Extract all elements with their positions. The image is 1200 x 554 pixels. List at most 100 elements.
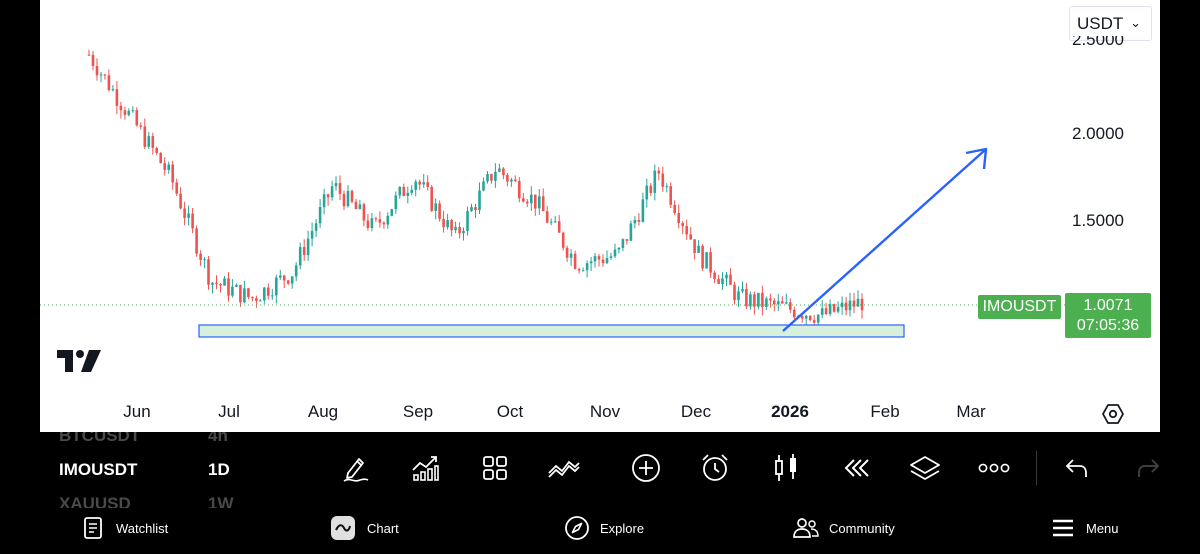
candle-body [581,270,585,272]
bar-countdown: 07:05:36 [1076,316,1140,334]
candle-body [514,179,517,182]
candle-body [398,187,402,196]
candle-body [458,227,461,234]
candle-body [828,304,832,314]
candles-icon[interactable] [768,450,804,486]
undo-icon[interactable] [1059,450,1095,486]
candle-body [414,181,417,190]
candle-body [569,253,573,258]
candle-body [502,168,505,176]
nav-label: Watchlist [116,520,169,536]
candle-body [677,213,680,223]
candle-body [370,218,374,228]
candle-body [394,195,398,210]
candle-body [159,152,162,164]
replay-icon[interactable] [837,450,873,486]
indicators-icon[interactable] [407,450,443,486]
candle-body [641,199,645,222]
candle-body [326,194,330,198]
candle-body [147,136,151,147]
community-icon [791,513,821,543]
candle-body [561,232,565,248]
candle-body [565,247,569,258]
candle-body [848,300,852,311]
candle-body [422,182,425,185]
nav-explore[interactable]: Explore [562,512,644,544]
more-icon[interactable] [976,450,1012,486]
nav-chart[interactable]: Chart [331,512,399,544]
compare-icon[interactable] [546,450,582,486]
candle-body [406,192,410,196]
price-chart[interactable] [40,0,1160,432]
candle-body [239,284,242,303]
time-axis-label: Jun [123,402,151,421]
candle-body [605,258,609,264]
candle-body [701,245,704,269]
symbol-price-tag: IMOUSDT [978,295,1061,319]
candle-body [820,308,824,315]
candle-body [470,207,473,212]
alarm-icon[interactable] [697,450,733,486]
chart-settings-icon[interactable] [1101,402,1125,426]
candle-body [645,185,649,200]
drawing-pen-icon[interactable] [337,450,373,486]
nav-menu[interactable]: Menu [1048,512,1119,544]
nav-watchlist[interactable]: Watchlist [78,512,168,544]
trend-arrow[interactable] [782,147,988,332]
candle-body [769,298,772,301]
candle-body [203,259,206,261]
candle-body [585,263,589,271]
symbol-interval: 1W [208,494,234,508]
price-axis-label: 2.5000 [1072,36,1124,50]
nav-label: Explore [600,520,645,536]
candle-body [167,164,170,170]
candle-body [338,183,342,194]
candle-body [765,298,768,307]
candle-body [155,148,158,153]
candle-body [286,280,290,284]
candle-body [294,265,298,277]
candle-body [681,223,684,227]
candle-body [629,223,633,241]
candle-body [665,186,669,188]
candle-body [199,253,202,260]
chart-panel[interactable]: USDT ⌄ 2.5000 2.0000 1.5000 IMOUSDT 1.00… [40,0,1160,432]
candle-body [761,292,764,307]
time-axis-label: Aug [307,402,339,421]
candle-body [573,253,577,269]
currency-select[interactable]: USDT ⌄ [1069,6,1152,41]
symbol-row[interactable]: BTCUSDT 4h [0,432,330,446]
candle-body [402,187,406,196]
candle-body [781,301,784,304]
candle-body [163,163,166,170]
candle-body [438,203,441,219]
candle-body [490,174,493,181]
candle-body [107,75,111,91]
add-icon[interactable] [628,450,664,486]
time-axis-label: Mar [956,402,986,421]
candle-body [183,208,186,218]
candle-body [251,297,254,299]
candle-body [753,294,756,307]
candle-body [103,74,107,76]
toolbar-divider [1036,451,1037,485]
candle-body [215,282,218,285]
menu-icon [1048,513,1078,543]
support-zone-box[interactable] [198,324,905,338]
candle-body [538,196,541,209]
last-price-value: 1.0071 [1083,296,1133,314]
candle-body [131,110,135,112]
grid-layout-icon[interactable] [477,450,513,486]
candle-body [557,221,561,233]
price-axis-label: 2.0000 [1072,124,1124,143]
nav-community[interactable]: Community [791,512,895,544]
candle-body [290,276,294,284]
candle-body [330,186,334,198]
candle-body [127,110,131,115]
symbol-row[interactable]: XAUUSD 1W [0,494,330,508]
redo-icon[interactable] [1130,450,1166,486]
layers-icon[interactable] [907,450,943,486]
candle-body [179,193,182,209]
candle-body [553,221,557,223]
